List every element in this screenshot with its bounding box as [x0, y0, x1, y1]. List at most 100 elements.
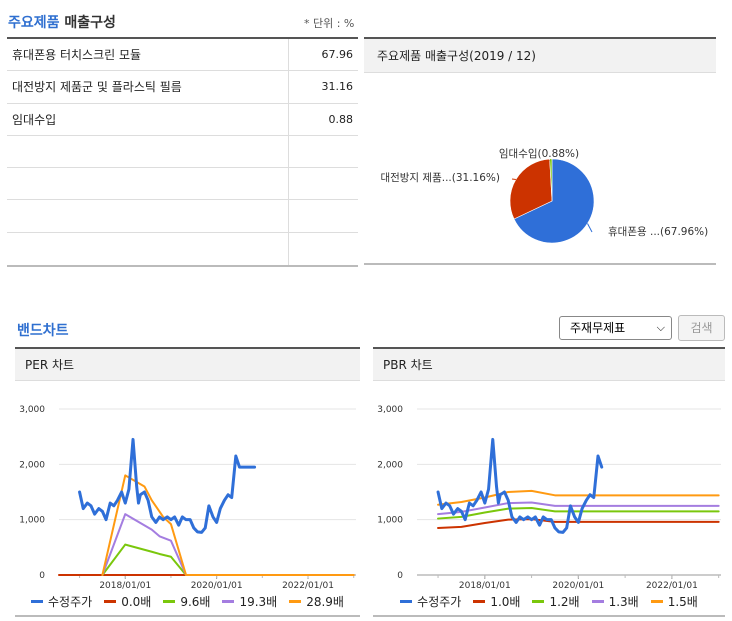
legend-label: 19.3배: [239, 595, 278, 609]
per-chart-legend: 수정주가 0.0배 9.6배 19.3배 28.9배: [15, 593, 360, 610]
legend-label: 9.6배: [180, 595, 211, 609]
series-line: [437, 501, 720, 516]
pbr-chart-legend: 수정주가 1.0배 1.2배 1.3배 1.5배: [373, 593, 725, 610]
legend-swatch: [31, 600, 44, 603]
statement-select-value: 주재무제표: [570, 321, 626, 335]
y-tick-label: 2,000: [19, 460, 45, 470]
table-row: [7, 168, 358, 201]
table-row: [7, 135, 358, 169]
pie-label: 휴대폰용 ...(67.96%): [608, 226, 708, 238]
y-tick-label: 2,000: [377, 460, 403, 470]
product-name: 임대수입: [7, 103, 289, 135]
legend-swatch: [473, 600, 486, 603]
pie-label: 임대수입(0.88%): [499, 147, 579, 160]
table-row: [7, 200, 358, 233]
unit-note: * 단위 : %: [304, 17, 355, 30]
y-tick-label: 0: [39, 571, 45, 581]
series-line: [437, 489, 720, 506]
legend-item[interactable]: 1.3배: [591, 593, 639, 610]
product-share: [289, 233, 358, 265]
x-tick-label: 2018/01/01: [459, 581, 511, 591]
legend-item[interactable]: 1.5배: [650, 593, 698, 610]
legend-item[interactable]: 수정주가: [31, 593, 92, 610]
pie-leader-line: [549, 158, 552, 162]
per-chart-panel: PER 차트 3,000 2,000 1,000 0 2018/01/01 2020/01…: [15, 347, 360, 617]
product-name: [7, 135, 289, 168]
legend-item[interactable]: 0.0배: [104, 593, 151, 610]
table-row: 대전방지 제품군 및 플라스틱 필름 31.16: [7, 71, 358, 104]
series-line: [436, 437, 604, 534]
legend-label: 1.3배: [608, 595, 639, 609]
search-button[interactable]: 검색: [678, 315, 725, 341]
legend-label: 수정주가: [48, 595, 93, 609]
legend-swatch: [104, 600, 117, 603]
y-tick-label: 3,000: [377, 405, 403, 415]
pbr-chart-title: PBR 차트: [373, 349, 725, 381]
pbr-chart-panel: PBR 차트 3,000 2,000 1,000 0 2018/01/01 2020/01…: [373, 347, 725, 617]
legend-swatch: [650, 600, 663, 603]
legend-item[interactable]: 19.3배: [222, 593, 277, 610]
pie-title: 주요제품 매출구성(2019 / 12): [364, 39, 716, 73]
products-title-blue: 주요제품: [8, 15, 60, 31]
legend-item[interactable]: 1.2배: [532, 593, 580, 610]
pbr-chart: 3,000 2,000 1,000 0 2018/01/01 2020/01/01 2022…: [377, 405, 721, 591]
pie-slice: [513, 158, 595, 244]
legend-label: 수정주가: [417, 595, 462, 609]
pie-slice: [549, 158, 553, 202]
legend-swatch: [400, 600, 413, 603]
products-table: 휴대폰용 터치스크린 모듈 67.96 대전방지 제품군 및 플라스틱 필름 31.1…: [7, 37, 358, 268]
pie-label: 대전방지 제품...(31.16%): [380, 172, 500, 184]
pie-chart: 휴대폰용 ...(67.96%) 대전방지 제품...(31.16%) 임대수입(0…: [380, 147, 708, 244]
legend-label: 0.0배: [121, 595, 152, 609]
series-line: [101, 513, 355, 576]
legend-swatch: [289, 600, 302, 603]
legend-label: 1.5배: [667, 595, 698, 609]
product-share: [289, 168, 358, 199]
legend-label: 28.9배: [306, 595, 344, 609]
product-name: 대전방지 제품군 및 플라스틱 필름: [7, 71, 289, 103]
legend-swatch: [591, 600, 604, 603]
series-line: [78, 437, 257, 534]
products-title-rest: 매출구성: [64, 15, 116, 31]
per-chart-title: PER 차트: [15, 349, 360, 381]
product-share: 67.96: [321, 48, 354, 61]
legend-swatch: [163, 600, 176, 603]
pie-leader-line: [511, 178, 516, 181]
legend-item[interactable]: 수정주가: [400, 593, 461, 610]
product-share: [289, 200, 358, 231]
x-tick-label: 2022/01/01: [282, 581, 334, 591]
legend-item[interactable]: 28.9배: [289, 593, 344, 610]
statement-select[interactable]: 주재무제표 ⌵: [559, 316, 672, 340]
y-tick-label: 1,000: [19, 516, 45, 526]
pie-panel: 주요제품 매출구성(2019 / 12) 휴대폰용 ...(67.96%) 대전방…: [364, 37, 716, 265]
band-title-text: 밴드차트: [17, 323, 69, 339]
product-share: 31.16: [321, 80, 354, 94]
x-tick-label: 2020/01/01: [552, 581, 604, 591]
legend-item[interactable]: 9.6배: [163, 593, 210, 610]
band-title: 밴드차트: [17, 320, 69, 340]
series-line: [101, 474, 355, 576]
product-name: [7, 200, 289, 232]
legend-label: 1.2배: [549, 595, 580, 609]
products-title: 주요제품 매출구성: [8, 12, 116, 32]
product-share: 0.88: [328, 112, 354, 126]
y-tick-label: 1,000: [377, 516, 403, 526]
legend-label: 1.0배: [490, 595, 521, 609]
product-share: [289, 136, 358, 167]
product-name: 휴대폰용 터치스크린 모듈: [7, 39, 289, 71]
product-name: [7, 168, 289, 200]
table-row: 휴대폰용 터치스크린 모듈 67.96: [7, 39, 358, 72]
per-chart: 3,000 2,000 1,000 0 2018/01/01 2020/01/01 2022…: [19, 405, 356, 591]
x-tick-label: 2020/01/01: [191, 581, 243, 591]
series-line: [101, 543, 355, 576]
x-tick-label: 2022/01/01: [646, 581, 698, 591]
y-tick-label: 0: [397, 571, 403, 581]
y-tick-label: 3,000: [19, 405, 45, 415]
x-tick-label: 2018/01/01: [99, 581, 151, 591]
legend-swatch: [532, 600, 545, 603]
chevron-down-icon: ⌵: [656, 321, 665, 334]
product-name: [7, 232, 289, 266]
legend-item[interactable]: 1.0배: [473, 593, 520, 610]
table-row: [7, 232, 358, 266]
table-row: 임대수입 0.88: [7, 103, 358, 136]
